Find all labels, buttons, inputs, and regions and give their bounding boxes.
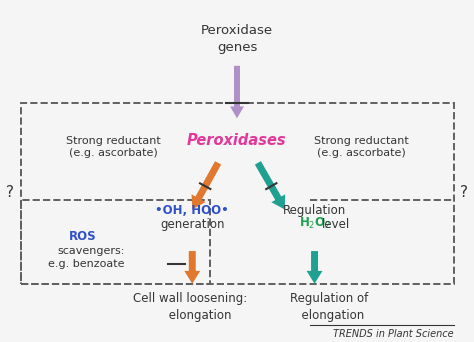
Text: Cell wall loosening:
     elongation: Cell wall loosening: elongation	[133, 291, 247, 321]
Text: TRENDS in Plant Science: TRENDS in Plant Science	[333, 329, 454, 339]
Text: generation: generation	[160, 218, 225, 231]
Text: Peroxidases: Peroxidases	[187, 133, 287, 148]
Polygon shape	[307, 251, 322, 284]
Text: Strong reductant
(e.g. ascorbate): Strong reductant (e.g. ascorbate)	[66, 136, 161, 158]
Text: •OH, HOO•: •OH, HOO•	[155, 205, 229, 218]
Polygon shape	[255, 161, 285, 209]
Text: ROS: ROS	[69, 230, 97, 243]
Bar	[21, 103, 454, 284]
Text: Peroxidase
genes: Peroxidase genes	[201, 24, 273, 54]
Polygon shape	[191, 161, 221, 209]
Polygon shape	[230, 66, 244, 118]
Text: Strong reductant
(e.g. ascorbate): Strong reductant (e.g. ascorbate)	[314, 136, 409, 158]
Text: e.g. benzoate: e.g. benzoate	[48, 259, 124, 269]
Text: H$_2$O$_2$: H$_2$O$_2$	[299, 216, 331, 231]
Text: Regulation: Regulation	[283, 205, 346, 218]
Text: ?: ?	[460, 185, 468, 200]
Text: scavengers:: scavengers:	[57, 246, 125, 256]
Text: Regulation of
  elongation: Regulation of elongation	[291, 291, 369, 321]
Text: ?: ?	[6, 185, 14, 200]
Bar	[21, 199, 210, 284]
Polygon shape	[184, 251, 200, 284]
Text: level: level	[321, 218, 350, 231]
